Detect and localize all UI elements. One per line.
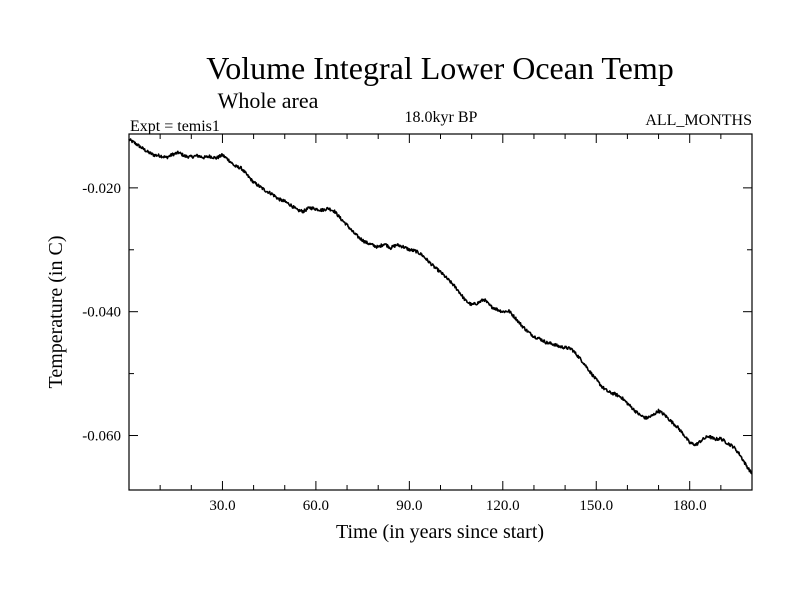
- months-label: ALL_MONTHS: [645, 112, 752, 129]
- x-tick-label: 90.0: [396, 498, 422, 514]
- x-axis-ticks: [159, 134, 722, 490]
- series-line: [128, 138, 753, 475]
- x-tick-label: 180.0: [673, 498, 707, 514]
- series-group: [128, 138, 753, 475]
- x-tick-label: 150.0: [579, 498, 613, 514]
- y-tick-label: -0.040: [82, 305, 121, 321]
- chart-title: Volume Integral Lower Ocean Temp: [206, 50, 674, 86]
- experiment-label: Expt = temis1: [130, 118, 220, 135]
- chart-subtitle: Whole area: [218, 88, 319, 113]
- y-axis-tick-labels: -0.020 -0.040 -0.060: [82, 181, 121, 445]
- x-axis-title: Time (in years since start): [336, 521, 544, 543]
- y-tick-label: -0.020: [82, 181, 121, 197]
- plot-frame: [128, 133, 753, 491]
- x-axis-tick-labels: 30.0 60.0 90.0 120.0 150.0 180.0: [209, 498, 706, 514]
- x-tick-label: 120.0: [486, 498, 520, 514]
- x-tick-label: 60.0: [303, 498, 329, 514]
- y-axis-title: Temperature (in C): [45, 236, 67, 389]
- y-tick-label: -0.060: [82, 429, 121, 445]
- y-axis-ticks: [129, 187, 752, 437]
- period-label: 18.0kyr BP: [405, 109, 478, 126]
- x-tick-label: 30.0: [209, 498, 235, 514]
